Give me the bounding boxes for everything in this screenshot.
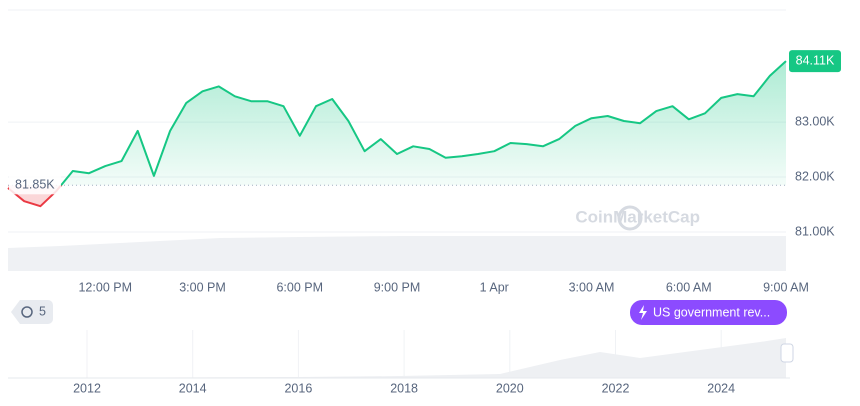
price-line: [7, 60, 787, 208]
navigator-year: 2018: [390, 381, 418, 395]
area-fill: [8, 61, 786, 207]
watermark: CoinMarketCap: [575, 207, 700, 226]
baseline-tag: [9, 176, 61, 195]
y-tick-label: 81.00K: [795, 224, 835, 238]
history-badge[interactable]: 5: [11, 300, 53, 324]
x-tick-label: 9:00 PM: [374, 280, 421, 294]
navigator-year: 2022: [602, 381, 630, 395]
x-tick-label: 12:00 PM: [78, 280, 132, 294]
event-label: US government rev...: [653, 305, 770, 319]
watermark-logo: [617, 205, 643, 231]
price-label: 84.11K: [796, 53, 835, 67]
x-tick-label: 1 Apr: [480, 280, 509, 294]
x-tick-label: 6:00 PM: [276, 280, 323, 294]
x-tick-label: 6:00 AM: [666, 280, 712, 294]
x-tick-label: 3:00 PM: [179, 280, 226, 294]
navigator-year: 2024: [707, 381, 735, 395]
history-count: 5: [39, 304, 46, 318]
baseline-label: 81.85K: [15, 178, 55, 192]
y-tick-label: 82.00K: [795, 169, 835, 183]
navigator-year: 2012: [73, 381, 101, 395]
x-tick-label: 9:00 AM: [763, 280, 809, 294]
volume-area: [8, 236, 786, 271]
navigator-year: 2020: [496, 381, 524, 395]
event-pill[interactable]: US government rev...: [630, 300, 787, 325]
navigator-area: [8, 338, 786, 378]
navigator-handle[interactable]: [780, 343, 794, 363]
x-tick-label: 3:00 AM: [569, 280, 615, 294]
navigator-year: 2014: [179, 381, 207, 395]
navigator-year: 2016: [284, 381, 312, 395]
price-tag: [789, 50, 841, 73]
y-tick-label: 83.00K: [795, 114, 835, 128]
